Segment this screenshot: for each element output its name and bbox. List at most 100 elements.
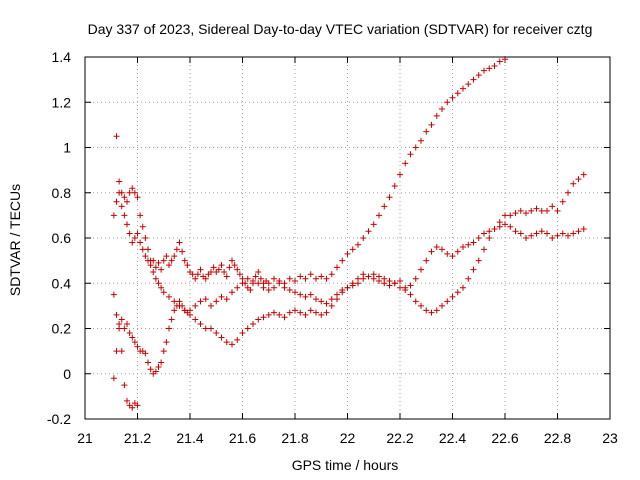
data-point <box>244 275 251 282</box>
data-point <box>496 58 503 65</box>
x-tick-label: 22.2 <box>386 430 413 446</box>
data-point <box>580 225 587 232</box>
data-point <box>433 112 440 119</box>
data-point <box>423 128 430 135</box>
data-point <box>142 235 149 241</box>
data-point <box>202 275 209 282</box>
data-point <box>554 232 561 239</box>
data-point <box>355 241 361 248</box>
data-point <box>126 330 133 337</box>
data-point <box>145 246 151 253</box>
data-point <box>152 368 159 375</box>
data-point <box>131 339 138 346</box>
data-point <box>234 284 241 291</box>
data-point <box>481 67 487 74</box>
data-point <box>181 307 188 314</box>
x-tick-label: 22.8 <box>544 430 571 446</box>
data-point <box>470 239 477 246</box>
data-point <box>313 275 319 282</box>
data-point <box>460 244 466 251</box>
data-point <box>433 307 440 314</box>
data-point <box>407 151 414 158</box>
data-point <box>234 266 241 273</box>
data-point <box>250 320 256 327</box>
y-tick-label: 0.2 <box>52 321 72 337</box>
data-point <box>118 348 125 355</box>
satellite-track-4 <box>110 325 141 411</box>
data-point <box>328 302 335 309</box>
data-point <box>454 289 461 296</box>
data-point <box>475 72 482 79</box>
data-point <box>110 212 117 219</box>
data-point <box>171 307 178 314</box>
chart-title: Day 337 of 2023, Sidereal Day-to-day VTE… <box>88 21 593 37</box>
data-point <box>202 325 209 332</box>
x-tick-label: 21.4 <box>176 430 203 446</box>
y-tick-label: 1 <box>63 140 71 156</box>
data-point <box>271 309 277 316</box>
data-point <box>281 284 288 291</box>
data-point <box>265 311 272 318</box>
data-point <box>323 300 330 307</box>
data-point <box>418 266 424 273</box>
data-point <box>386 194 393 201</box>
data-point <box>176 239 183 246</box>
data-point <box>197 298 204 305</box>
data-point <box>286 287 293 294</box>
data-point <box>292 307 298 314</box>
data-point <box>365 273 372 280</box>
data-point <box>439 302 445 309</box>
data-point <box>339 289 346 296</box>
data-point <box>118 189 125 196</box>
data-point <box>538 207 545 214</box>
data-point <box>570 180 577 187</box>
data-point <box>113 198 120 205</box>
data-point <box>124 221 130 228</box>
data-point <box>129 404 136 411</box>
data-point <box>118 203 125 210</box>
data-point <box>465 241 472 248</box>
data-point <box>381 280 388 287</box>
data-point <box>386 282 393 289</box>
data-point <box>376 212 382 219</box>
data-point <box>580 171 587 178</box>
data-point <box>155 363 162 370</box>
data-point <box>145 359 151 366</box>
data-point <box>142 253 149 260</box>
data-point <box>444 298 451 305</box>
data-point <box>197 320 204 327</box>
x-tick-label: 21.8 <box>281 430 308 446</box>
data-point <box>428 248 435 255</box>
data-point <box>126 230 133 237</box>
data-point <box>113 311 120 318</box>
data-point <box>147 257 154 264</box>
data-point <box>171 253 178 260</box>
data-point <box>236 271 243 278</box>
data-point <box>223 296 230 303</box>
data-point <box>226 264 233 271</box>
data-point <box>118 316 125 323</box>
data-point <box>328 271 335 278</box>
data-point <box>155 259 162 266</box>
data-point <box>517 207 524 214</box>
data-point <box>229 289 235 296</box>
data-point <box>139 246 146 253</box>
satellite-track-3 <box>113 133 587 348</box>
data-point <box>339 257 346 264</box>
data-point <box>142 350 149 357</box>
data-point <box>134 194 141 201</box>
data-point <box>229 257 235 264</box>
data-point <box>208 325 214 332</box>
data-point <box>297 309 304 316</box>
x-tick-label: 22.4 <box>439 430 466 446</box>
data-point <box>168 257 175 264</box>
data-point <box>470 76 477 83</box>
data-point <box>313 309 319 316</box>
data-point <box>158 284 165 291</box>
data-point <box>307 307 314 314</box>
data-point <box>192 316 199 323</box>
data-point <box>423 257 430 264</box>
data-point <box>223 273 230 280</box>
data-point <box>192 275 199 282</box>
